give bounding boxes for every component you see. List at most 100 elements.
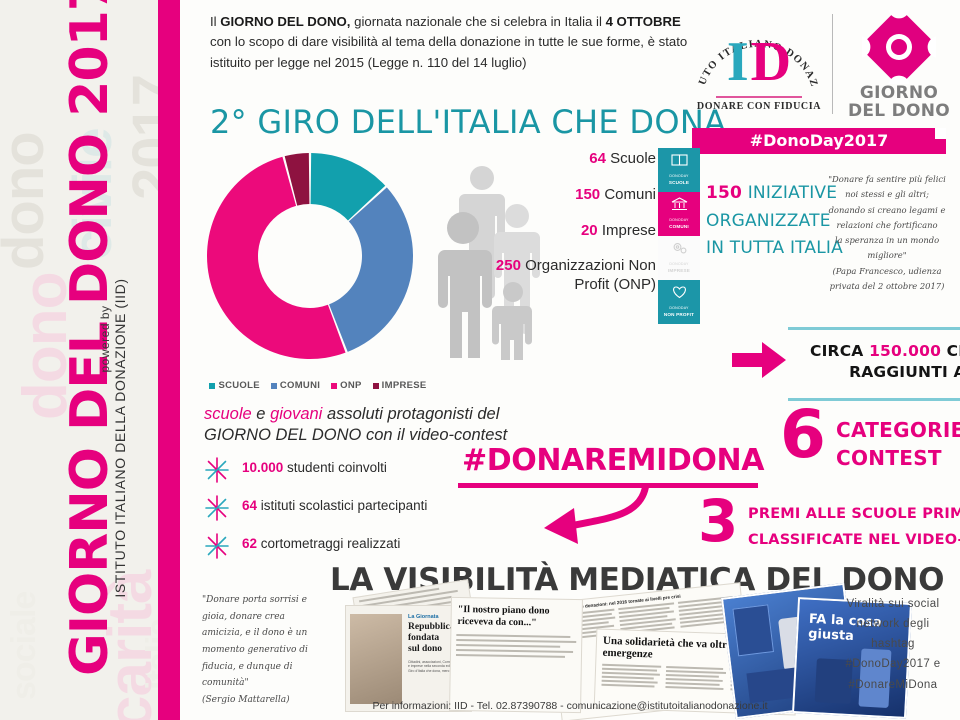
viralita-line-3: hashtag xyxy=(871,638,915,651)
donut-slice-onp xyxy=(206,156,346,359)
circa-prefix: CIRCA xyxy=(810,342,870,360)
clipping-kicker: La Giornata xyxy=(408,614,439,620)
circa-number: 150.000 xyxy=(869,342,942,360)
bullet-text-1: 10.000 studenti coinvolti xyxy=(242,460,387,475)
bullet-text-2: 64 istituti scolastici partecipanti xyxy=(242,498,427,513)
divider-top xyxy=(788,327,960,330)
people-silhouettes-icon xyxy=(438,166,540,360)
matt-quote-line-6: comunità" xyxy=(202,678,249,689)
premi-line1: PREMI ALLE SCUOLE PRIME xyxy=(748,506,960,522)
stat-label-imprese: Imprese xyxy=(601,221,656,239)
circa-line2: RAGGIUNTI ATTIVAMENTE xyxy=(849,362,960,381)
badge-comuni: DONODAY COMUNI xyxy=(658,192,700,236)
badge-big-imprese: IMPRESE xyxy=(667,268,691,273)
categorie-line1: CATEGORIE xyxy=(836,418,960,442)
powered-by-label: powered by xyxy=(98,305,112,373)
matt-quote-line-5: fiducia, e dunque di xyxy=(202,661,293,672)
iniziative-block: 150 INIZIATIVE ORGANIZZATE IN TUTTA ITAL… xyxy=(706,180,846,263)
papa-quote-line-6: migliore" xyxy=(867,250,907,261)
circa-suffix: CITTADINI ITALIANI xyxy=(946,342,960,360)
bullet-text-3: 62 cortometraggi realizzati xyxy=(242,536,400,551)
badge-imprese: DONODAY IMPRESE xyxy=(658,236,700,280)
stat-number-scuole: 64 xyxy=(589,150,606,167)
viralita-line-2: network degli xyxy=(856,618,930,631)
stat-label-comuni: Comuni xyxy=(604,185,656,203)
donut-slice-comuni xyxy=(329,187,413,352)
clipping-headline-3: sul dono xyxy=(408,644,443,654)
scuole-line2: GIORNO DEL DONO con il video-contest xyxy=(204,426,508,445)
matt-quote-line-7: (Sergio Mattarella) xyxy=(202,694,290,705)
premi-block: 3 PREMI ALLE SCUOLE PRIME CLASSIFICATE N… xyxy=(698,492,960,560)
viralita-block: Viralità sui social network degli hashta… xyxy=(828,594,958,695)
viralita-line-5: #DonareMiDona xyxy=(848,678,938,691)
clipping-photo xyxy=(350,614,402,704)
bullet-label-3: cortometraggi realizzati xyxy=(257,536,401,551)
iid-rule xyxy=(716,96,802,98)
press-clipping-nostropiano: "Il nostro piano dono riceveva da con...… xyxy=(449,596,583,714)
donut-chart xyxy=(206,153,413,359)
papa-quote-line-4: relazioni che fortificano xyxy=(836,219,938,230)
chart-legend: SCUOLE COMUNI ONP IMPRESE xyxy=(204,380,432,391)
badge-column: DONODAY SCUOLE DONODAY COMUNI DONODAY IM… xyxy=(658,148,700,324)
legend-label-comuni: COMUNI xyxy=(279,380,321,391)
clipping-headline-1: Repubblica xyxy=(408,622,455,632)
bullet-number-1: 10.000 xyxy=(242,460,284,475)
legend-label-onp: ONP xyxy=(340,380,362,391)
bullet-list: 10.000 studenti coinvolti 64 istituti sc… xyxy=(204,455,504,569)
book-icon xyxy=(658,153,700,171)
badge-small-imprese: DONODAY xyxy=(669,262,689,266)
legend-item-comuni: COMUNI xyxy=(270,380,321,391)
footer-contact: Per informazioni: IID - Tel. 02.87390788… xyxy=(372,700,768,712)
stat-number-imprese: 20 xyxy=(580,221,598,239)
clipping-body: Cittadini, associazioni, Comuni, scuole … xyxy=(408,660,466,673)
legend-label-scuole: SCUOLE xyxy=(218,380,260,391)
papa-francesco-quote: "Donare fa sentire più felici noi stessi… xyxy=(816,172,958,294)
legend-label-imprese: IMPRESE xyxy=(381,380,427,391)
legend-swatch-comuni xyxy=(270,382,277,389)
list-item: 10.000 studenti coinvolti xyxy=(204,455,504,493)
left-banner: dono dono civile carità 2017 sociale ita… xyxy=(0,0,158,720)
badge-small-non-profit: DONODAY xyxy=(669,306,689,310)
legend-item-imprese: IMPRESE xyxy=(372,380,427,391)
badge-big-non-profit: NON PROFIT xyxy=(663,312,695,317)
divider-bottom xyxy=(788,398,960,401)
papa-quote-line-5: la speranza in un mondo xyxy=(834,235,940,246)
star-burst-icon xyxy=(205,495,229,521)
bullet-number-3: 62 xyxy=(242,536,258,551)
stat-number-onp: 250 xyxy=(495,257,521,275)
matt-quote-line-2: gioia, donare crea xyxy=(202,611,285,622)
badge-big-scuole: SCUOLE xyxy=(668,180,690,185)
legend-item-onp: ONP xyxy=(331,380,362,391)
premi-line2: CLASSIFICATE NEL VIDEO-CONTEST xyxy=(748,532,960,548)
bullet-number-2: 64 xyxy=(242,498,258,513)
papa-quote-line-1: "Donare fa sentire più felici xyxy=(828,174,946,184)
papa-quote-line-2: noi stessi e gli altri; xyxy=(845,189,929,200)
iniziative-number: 150 xyxy=(706,183,743,203)
giovani-word: giovani xyxy=(270,405,323,423)
logo-separator xyxy=(832,14,833,114)
stats-list: 64 Scuole 150 Comuni 20 Imprese 250 Orga… xyxy=(480,150,656,312)
bullet-label-1: studenti coinvolti xyxy=(283,460,387,475)
iniziative-line3: IN TUTTA ITALIA xyxy=(706,238,843,259)
scuole-word: scuole xyxy=(204,405,252,423)
intro-paragraph: Il GIORNO DEL DONO, giornata nazionale c… xyxy=(210,14,688,70)
donut-slice-imprese xyxy=(284,153,310,206)
papa-quote-line-3: donando si creano legami e xyxy=(828,204,946,215)
stat-row-comuni: 150 Comuni xyxy=(480,186,656,205)
logo-block: ISTITUTO ITALIANO DONAZIONE ID DONARE CO… xyxy=(692,6,954,161)
gdd-logo: GIORNO DEL DONO xyxy=(844,10,954,122)
badge-scuole: DONODAY SCUOLE xyxy=(658,148,700,192)
section-title: 2° GIRO DELL'ITALIA CHE DONA xyxy=(210,103,727,141)
premi-number: 3 xyxy=(698,487,739,555)
donut-slice-scuole xyxy=(310,153,386,221)
legend-swatch-scuole xyxy=(209,382,216,389)
categorie-line2: CONTEST xyxy=(836,446,942,470)
content-area: Il GIORNO DEL DONO, giornata nazionale c… xyxy=(180,0,960,720)
clipping-headline-nostropiano: "Il nostro piano dono riceveva da con...… xyxy=(457,603,550,629)
papa-quote-line-8: privata del 2 ottobre 2017) xyxy=(829,281,945,292)
star-burst-icon xyxy=(205,457,229,483)
matt-quote-line-4: momento generativo di xyxy=(202,644,308,655)
arrow-right-icon xyxy=(732,342,786,378)
list-item: 62 cortometraggi realizzati xyxy=(204,531,504,569)
